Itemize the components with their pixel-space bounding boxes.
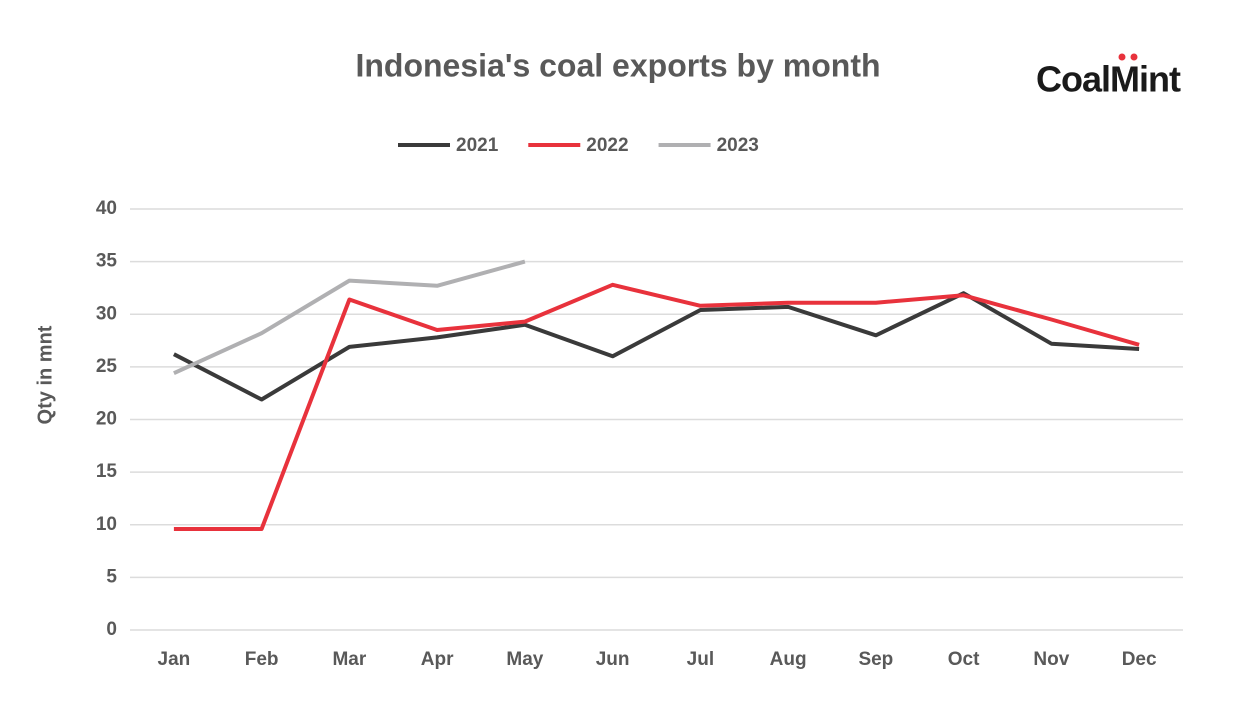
y-tick-label: 40 [96,198,117,219]
y-tick-label: 10 [96,514,117,535]
x-tick-label: May [506,649,543,670]
x-tick-label: Sep [858,649,893,670]
y-tick-label: 35 [96,251,118,272]
x-tick-label: Jan [158,649,191,670]
y-axis-label: Qty in mnt [34,325,56,424]
line-series [172,291,1140,402]
x-tick-label: Feb [245,649,279,670]
x-tick-label: Dec [1122,649,1157,670]
x-tick-label: Jul [687,649,714,670]
y-tick-label: 30 [96,303,117,324]
y-tick-label: 25 [96,356,118,377]
chart-title: Indonesia's coal exports by month [355,47,880,83]
legend-label: 2022 [586,135,628,156]
x-tick-label: Aug [770,649,807,670]
y-tick-label: 5 [106,566,117,587]
logo-dot [1118,53,1126,61]
legend-label: 2023 [717,135,759,156]
x-tick-label: Oct [948,649,980,670]
line-series [173,259,526,376]
x-tick-label: Nov [1033,649,1069,670]
x-tick-label: Mar [332,649,366,670]
logo-dot [1130,53,1138,61]
x-tick-label: Apr [421,649,454,670]
legend-label: 2021 [456,135,499,156]
logo: CoalMint [1036,59,1181,100]
line-series [173,282,1140,531]
y-tick-label: 15 [96,461,118,482]
x-tick-label: Jun [596,649,630,670]
y-tick-label: 0 [106,619,117,640]
y-tick-label: 20 [96,409,117,430]
